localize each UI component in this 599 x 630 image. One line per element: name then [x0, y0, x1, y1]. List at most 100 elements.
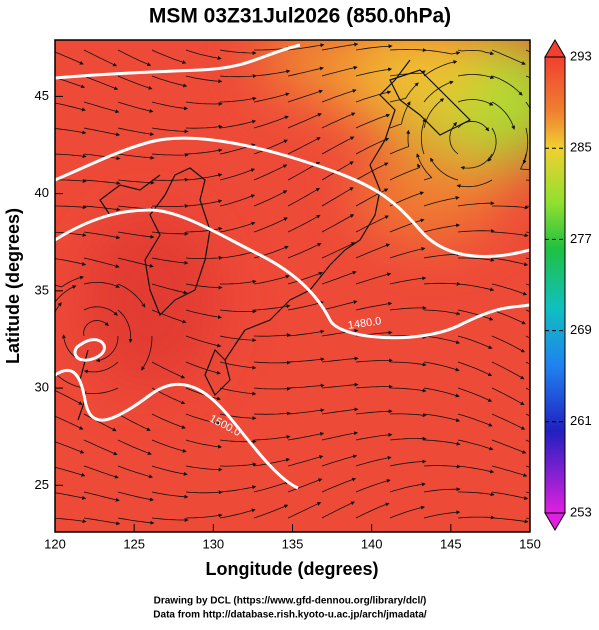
y-tick-label: 30: [35, 380, 49, 395]
streamline: [321, 112, 356, 129]
streamline: [219, 96, 257, 103]
colorbar-tick-label: 277: [570, 231, 592, 246]
streamline: [83, 179, 121, 186]
axes: 120 125 130 135 140 145 150 25 30 35 40 45: [35, 88, 541, 552]
streamline: [151, 257, 189, 265]
streamline: [253, 274, 290, 285]
streamline: [491, 335, 526, 353]
streamline: [83, 517, 121, 526]
streamline: [389, 276, 427, 285]
streamline: [457, 335, 493, 349]
streamline: [287, 455, 324, 467]
streamline: [253, 360, 291, 365]
streamline: [423, 510, 461, 519]
colorbar: [544, 39, 566, 531]
streamline: [491, 283, 528, 296]
streamline: [389, 361, 427, 367]
streamline: [151, 413, 186, 429]
streamline: [423, 309, 461, 316]
streamline: [83, 231, 121, 240]
streamline: [355, 67, 393, 77]
streamline: [491, 75, 523, 96]
streamline: [416, 153, 433, 181]
streamline: [287, 383, 325, 389]
streamline: [151, 231, 189, 236]
streamline: [55, 302, 62, 314]
streamline: [389, 101, 411, 129]
streamline: [287, 89, 323, 103]
streamline: [287, 66, 324, 77]
streamline: [389, 436, 427, 441]
streamline: [151, 177, 189, 182]
streamline: [117, 231, 155, 239]
streamline: [219, 462, 257, 467]
x-tick-label: 125: [123, 536, 145, 551]
streamline: [55, 492, 87, 500]
streamline: [151, 49, 187, 64]
streamline: [491, 439, 527, 454]
streamline: [355, 162, 389, 181]
streamline: [219, 309, 257, 314]
streamline: [185, 439, 222, 449]
streamline: [423, 464, 461, 469]
streamline: [185, 101, 223, 106]
streamline: [519, 153, 530, 171]
streamline: [423, 195, 460, 207]
streamline: [287, 243, 322, 259]
streamline: [458, 491, 495, 497]
streamline: [219, 49, 257, 55]
streamline: [117, 309, 133, 343]
streamline: [253, 139, 288, 155]
streamline: [151, 75, 188, 88]
streamline: [423, 281, 461, 286]
streamline: [287, 431, 325, 441]
streamline: [355, 215, 390, 233]
streamline: [253, 190, 288, 207]
streamline: [355, 243, 391, 259]
streamline: [355, 409, 393, 415]
streamline: [287, 329, 325, 337]
streamline: [83, 491, 120, 502]
streamline: [117, 153, 155, 160]
streamline: [185, 283, 223, 290]
streamline: [185, 335, 222, 348]
streamline: [83, 153, 121, 161]
streamline: [355, 358, 393, 363]
streamline: [389, 305, 427, 311]
contours: [55, 43, 530, 490]
colorbar-tick-label: 261: [570, 413, 592, 428]
streamline: [321, 136, 355, 155]
field: 1480.0 1500.0: [55, 40, 530, 532]
streamline: [55, 102, 86, 112]
streamline: [457, 49, 495, 56]
streamline: [185, 513, 223, 519]
streamline: [287, 214, 321, 233]
streamline: [491, 361, 525, 380]
streamline: [321, 477, 357, 493]
streamline: [55, 466, 86, 477]
streamline: [253, 164, 288, 181]
streamline: [457, 309, 494, 321]
streamline: [389, 48, 427, 53]
streamline: [83, 127, 121, 137]
streamline: [117, 283, 146, 308]
streamline: [321, 501, 355, 519]
streamline: [219, 74, 257, 79]
streamline: [253, 480, 290, 493]
streamline: [151, 517, 189, 522]
streamline: [83, 439, 118, 456]
streamline: [491, 517, 529, 524]
streamline: [151, 439, 187, 453]
streamline: [355, 137, 390, 155]
streamline: [220, 279, 257, 285]
streamline: [253, 434, 291, 441]
streamline: [389, 129, 411, 155]
streamline: [287, 478, 323, 493]
streamline: [117, 439, 152, 455]
streamline: [389, 163, 421, 181]
streamline: [253, 69, 291, 77]
streamline: [82, 387, 119, 396]
streamline: [219, 387, 257, 396]
colorbar-ticks: 253 261 269 277 285 293: [545, 48, 592, 519]
streamline: [321, 65, 358, 77]
